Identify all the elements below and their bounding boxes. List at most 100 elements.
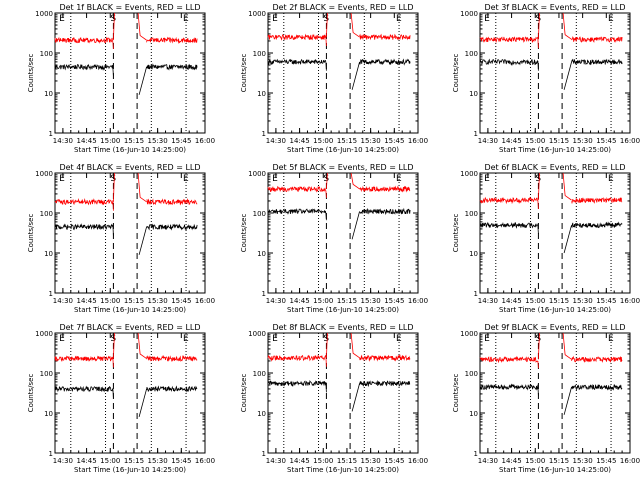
series-line-lld xyxy=(54,198,114,211)
y-tick-label: 1000 xyxy=(35,10,53,18)
x-tick-label: 16:00 xyxy=(195,457,215,465)
series-line-events xyxy=(54,223,114,236)
series-spike-lld xyxy=(113,12,115,41)
y-tick-label: 100 xyxy=(40,210,53,218)
chart-title: Det 4f BLACK = Events, RED = LLD xyxy=(59,163,200,172)
y-tick-label: 1000 xyxy=(35,170,53,178)
x-axis-label: Start Time (16-Jun-10 14:25:00) xyxy=(499,146,611,154)
phase-marker-e: E xyxy=(396,334,402,344)
x-tick-label: 15:45 xyxy=(384,297,404,305)
series-line-lld xyxy=(146,354,198,362)
y-tick-label: 10 xyxy=(44,410,53,418)
y-tick-label: 1 xyxy=(262,290,266,298)
series-spike-lld xyxy=(562,172,572,201)
series-line-events xyxy=(267,208,327,221)
y-tick-label: 10 xyxy=(44,250,53,258)
x-tick-label: 15:15 xyxy=(337,297,357,305)
series-line-lld xyxy=(146,198,198,206)
y-tick-label: 10 xyxy=(469,90,478,98)
series-spike-lld xyxy=(350,332,360,359)
phase-marker-e: E xyxy=(484,14,490,24)
series-line-events xyxy=(571,221,623,229)
series-line-events xyxy=(267,58,327,71)
x-tick-label: 15:30 xyxy=(148,457,168,465)
x-tick-label: 15:15 xyxy=(337,137,357,145)
y-axis-label: Counts/sec xyxy=(27,214,35,253)
series-spike-lld xyxy=(137,12,147,41)
phase-marker-s: S xyxy=(535,14,541,24)
chart-title: Det 7f BLACK = Events, RED = LLD xyxy=(59,323,200,332)
plot-frame xyxy=(479,332,631,454)
phase-marker-e: E xyxy=(59,174,65,184)
x-tick-label: 15:30 xyxy=(361,137,381,145)
phase-marker-s: S xyxy=(323,334,329,344)
y-tick-label: 1 xyxy=(262,450,266,458)
x-tick-label: 16:00 xyxy=(620,297,640,305)
phase-marker-s: S xyxy=(110,334,116,344)
phase-marker-s: S xyxy=(110,174,116,184)
series-spike-lld xyxy=(113,332,115,359)
phase-marker-e: E xyxy=(183,334,189,344)
series-spike-lld xyxy=(350,12,360,38)
x-axis-label: Start Time (16-Jun-10 14:25:00) xyxy=(287,306,399,314)
y-axis-label: Counts/sec xyxy=(240,214,248,253)
series-spike-lld xyxy=(326,12,328,38)
plot-frame xyxy=(267,12,419,134)
x-tick-label: 16:00 xyxy=(195,137,215,145)
series-dip-events xyxy=(138,388,147,417)
y-tick-label: 100 xyxy=(40,370,53,378)
y-axis-label: Counts/sec xyxy=(27,54,35,93)
y-tick-label: 10 xyxy=(257,250,266,258)
phase-marker-e: E xyxy=(484,334,490,344)
series-dip-events xyxy=(351,61,360,90)
series-dip-events xyxy=(563,61,572,90)
x-tick-label: 15:15 xyxy=(124,137,144,145)
phase-marker-e: E xyxy=(272,334,278,344)
chart-title: Det 5f BLACK = Events, RED = LLD xyxy=(272,163,413,172)
series-line-events xyxy=(267,380,327,393)
y-tick-label: 1 xyxy=(262,130,266,138)
x-tick-label: 15:45 xyxy=(384,457,404,465)
y-tick-label: 100 xyxy=(465,370,478,378)
y-tick-label: 1 xyxy=(49,450,53,458)
x-axis-label: Start Time (16-Jun-10 14:25:00) xyxy=(74,146,186,154)
y-tick-label: 1000 xyxy=(35,330,53,338)
chart-panel-9: Det 9f BLACK = Events, RED = LLD 1 10 100 10… xyxy=(452,323,640,474)
x-tick-label: 15:15 xyxy=(549,297,569,305)
series-line-lld xyxy=(359,33,411,41)
y-tick-label: 1 xyxy=(474,450,478,458)
x-tick-label: 14:30 xyxy=(53,297,73,305)
x-tick-label: 15:45 xyxy=(384,137,404,145)
series-line-events xyxy=(146,385,198,393)
y-tick-label: 10 xyxy=(44,90,53,98)
phase-marker-s: S xyxy=(535,334,541,344)
x-tick-label: 16:00 xyxy=(408,297,428,305)
chart-title: Det 6f BLACK = Events, RED = LLD xyxy=(484,163,625,172)
x-tick-label: 15:00 xyxy=(100,297,120,305)
chart-title: Det 8f BLACK = Events, RED = LLD xyxy=(272,323,413,332)
series-spike-lld xyxy=(326,172,328,189)
series-dip-events xyxy=(138,66,147,95)
chart-panel-2: Det 2f BLACK = Events, RED = LLD 1 10 100 10… xyxy=(240,3,428,154)
y-tick-label: 100 xyxy=(253,210,266,218)
x-tick-label: 15:30 xyxy=(148,297,168,305)
x-tick-label: 15:45 xyxy=(596,137,616,145)
x-tick-label: 15:45 xyxy=(596,457,616,465)
series-spike-lld xyxy=(538,332,540,360)
phase-marker-s: S xyxy=(323,14,329,24)
plot-frame xyxy=(54,332,206,454)
x-tick-label: 14:30 xyxy=(478,137,498,145)
x-tick-label: 16:00 xyxy=(620,137,640,145)
x-tick-label: 16:00 xyxy=(408,137,428,145)
x-tick-label: 14:45 xyxy=(76,297,96,305)
x-tick-label: 15:15 xyxy=(124,457,144,465)
x-tick-label: 15:30 xyxy=(573,297,593,305)
x-tick-label: 14:45 xyxy=(289,457,309,465)
series-spike-lld xyxy=(562,12,572,40)
x-tick-label: 14:30 xyxy=(53,457,73,465)
x-tick-label: 16:00 xyxy=(195,297,215,305)
x-axis-label: Start Time (16-Jun-10 14:25:00) xyxy=(499,306,611,314)
series-spike-lld xyxy=(350,172,360,190)
y-tick-label: 100 xyxy=(465,50,478,58)
x-tick-label: 15:00 xyxy=(313,137,333,145)
